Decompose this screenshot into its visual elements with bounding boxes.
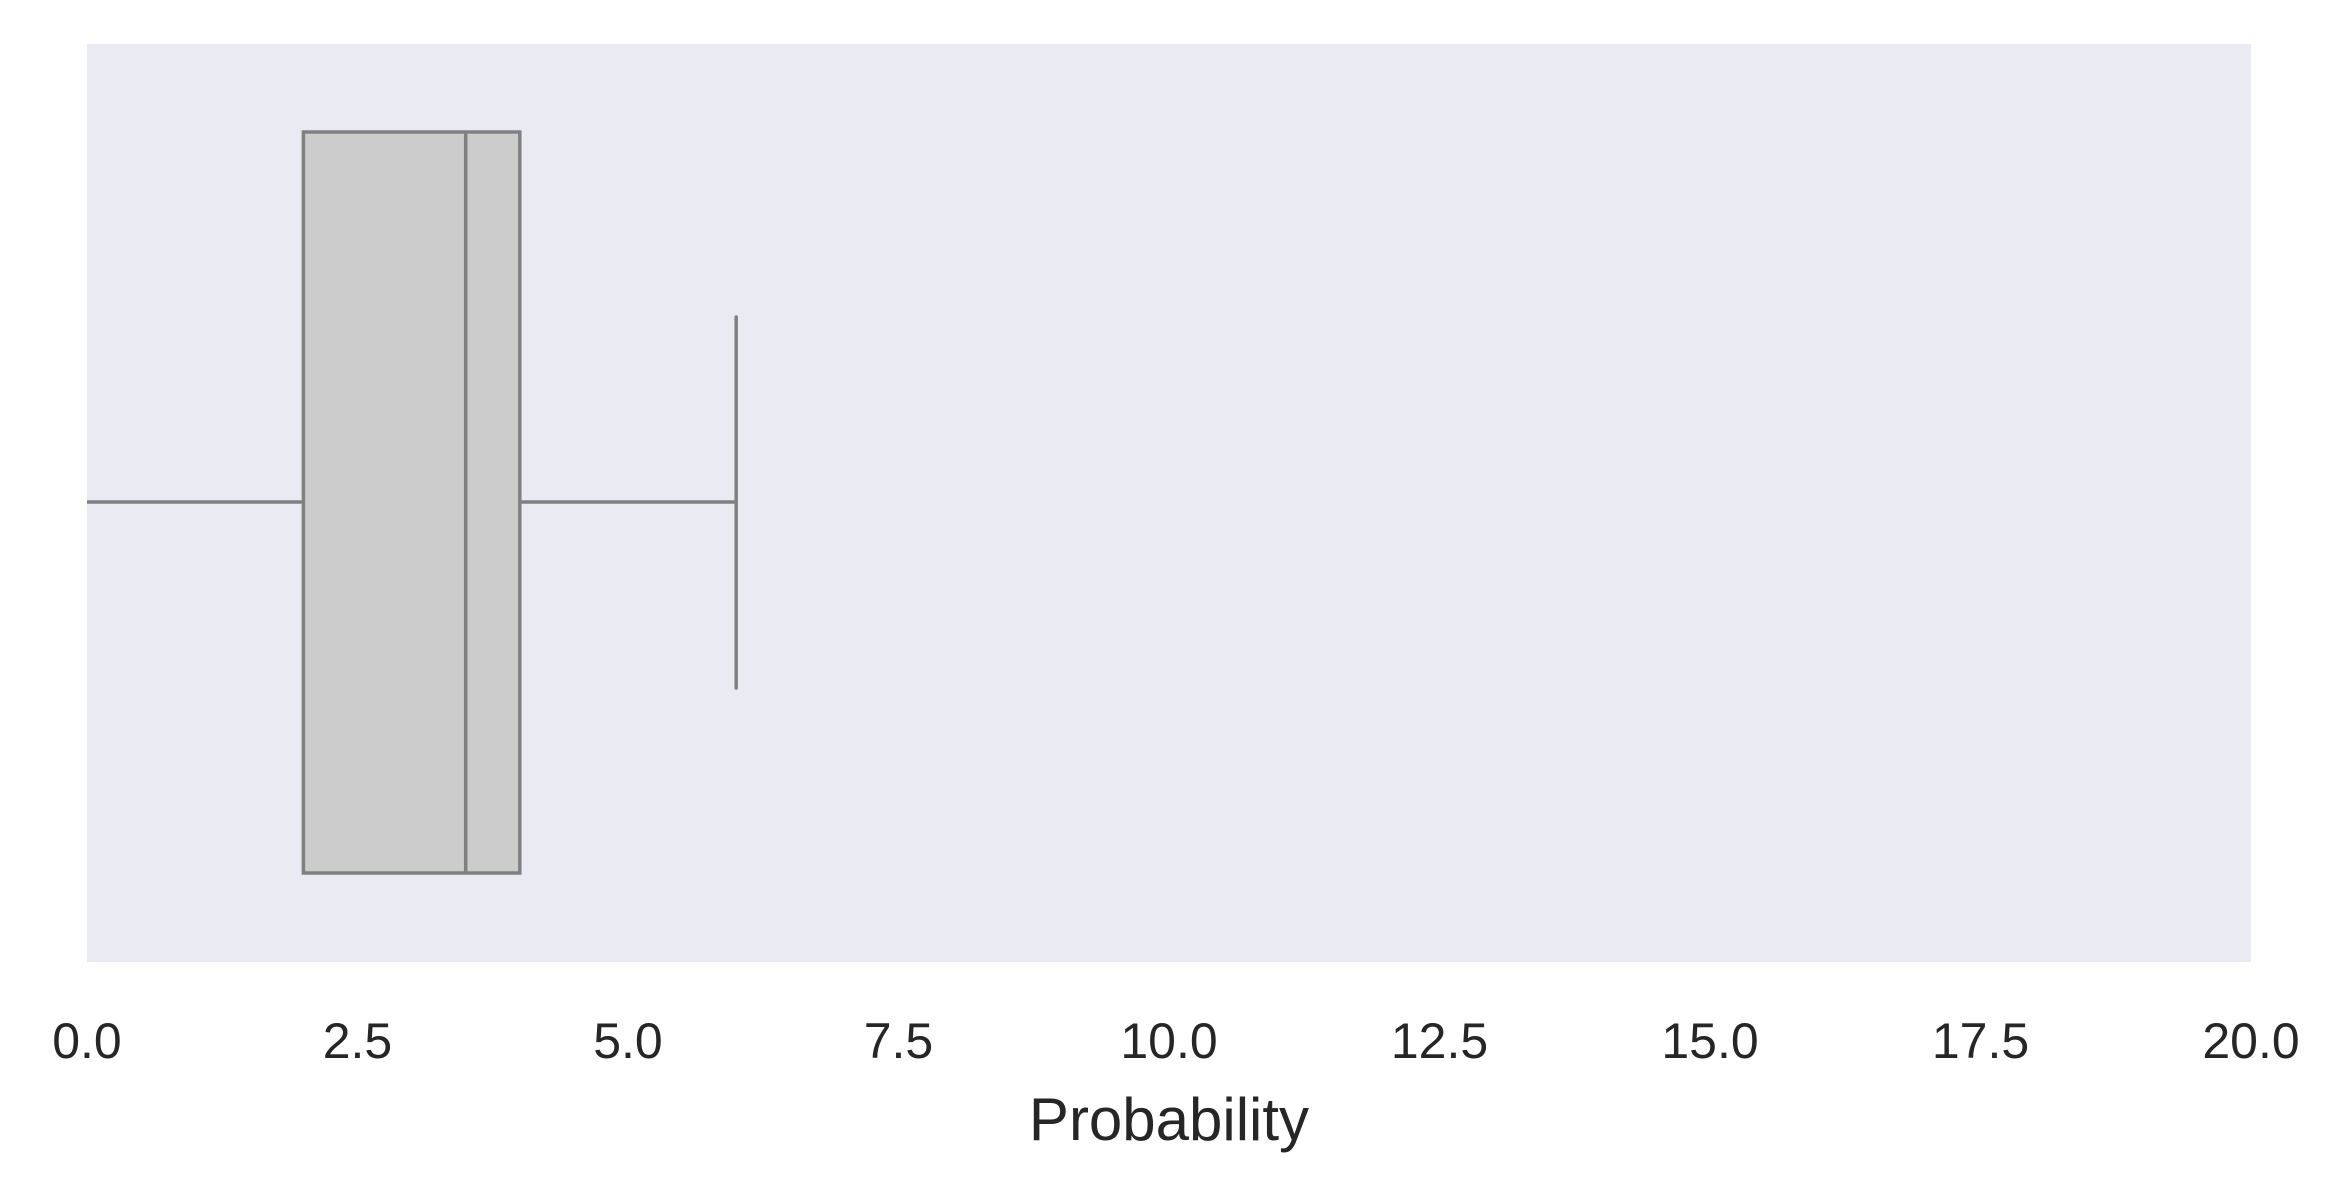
box-plot [87,130,738,875]
x-tick-label: 0.0 [52,1013,122,1069]
x-axis: 0.0 2.5 5.0 7.5 10.0 12.5 15.0 17.5 20.0 [52,1013,2299,1069]
x-tick-label: 17.5 [1932,1013,2029,1069]
x-tick-label: 2.5 [323,1013,393,1069]
x-tick-label: 20.0 [2202,1013,2299,1069]
x-tick-label: 12.5 [1391,1013,1488,1069]
x-tick-label: 15.0 [1661,1013,1758,1069]
x-tick-label: 5.0 [593,1013,663,1069]
x-axis-label: Probability [1029,1086,1309,1153]
x-tick-label: 7.5 [864,1013,934,1069]
interquartile-box [301,130,522,875]
x-tick-label: 10.0 [1120,1013,1217,1069]
